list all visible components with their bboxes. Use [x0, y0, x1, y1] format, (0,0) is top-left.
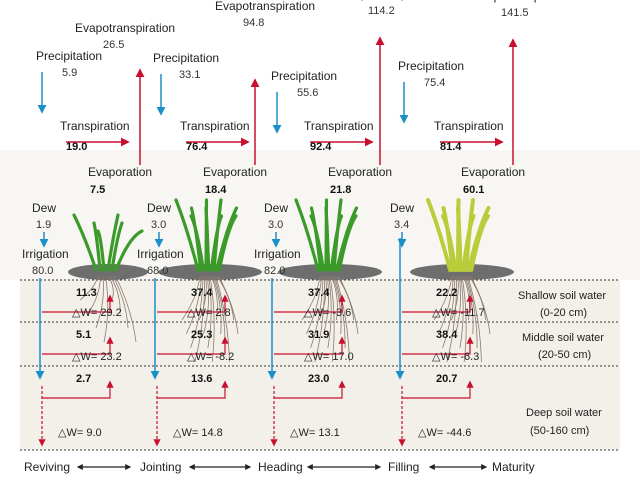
transpiration-value: 19.0: [66, 141, 87, 153]
precipitation-value: 55.6: [297, 87, 318, 99]
dew-label: Dew: [147, 201, 171, 215]
transpiration-label: Transpiration: [180, 119, 250, 133]
dew-value: 3.0: [268, 219, 283, 231]
transpiration-value: 76.4: [186, 141, 208, 153]
storage-change-value: △W= 17.0: [304, 351, 354, 363]
layer-flux-value: 31.9: [308, 329, 329, 341]
storage-change-value: △W= 9.0: [58, 427, 102, 439]
middle-layer-label: Middle soil water: [522, 332, 604, 344]
deep-layer-range: (50-160 cm): [530, 425, 589, 437]
irrigation-value: 82.0: [264, 265, 285, 277]
irrigation-value: 68.0: [147, 265, 168, 277]
deep-layer-label: Deep soil water: [526, 407, 602, 419]
evapotranspiration-label: Evapotranspiration: [75, 21, 175, 35]
dew-label: Dew: [390, 201, 414, 215]
shallow-layer-range: (0-20 cm): [540, 307, 587, 319]
evaporation-label: Evaporation: [203, 165, 267, 179]
stage-reviving: Reviving: [24, 460, 70, 474]
layer-flux-value: 37.4: [308, 287, 330, 299]
evapotranspiration-label: Evapotranspiration: [215, 0, 315, 13]
layer-flux-value: 13.6: [191, 373, 212, 385]
layer-flux-value: 5.1: [76, 329, 91, 341]
stage-jointing: Jointing: [140, 460, 181, 474]
evapotranspiration-value: 94.8: [243, 17, 264, 29]
flows-group: Evapotranspiration26.5Precipitation5.9Tr…: [22, 0, 573, 447]
layer-flux-value: 22.2: [436, 287, 457, 299]
layer-flux-value: 38.4: [436, 329, 458, 341]
evaporation-label: Evaporation: [461, 165, 525, 179]
dew-value: 1.9: [36, 219, 51, 231]
stage-heading: Heading: [258, 460, 303, 474]
irrigation-label: Irrigation: [137, 247, 184, 261]
evapotranspiration-value: 141.5: [501, 7, 529, 19]
layer-flux-value: 2.7: [76, 373, 91, 385]
precipitation-label: Precipitation: [271, 69, 337, 83]
evaporation-value: 21.8: [330, 184, 351, 196]
layer-flux-value: 37.4: [191, 287, 213, 299]
irrigation-label: Irrigation: [22, 247, 69, 261]
transpiration-label: Transpiration: [304, 119, 374, 133]
evapotranspiration-value: 114.2: [368, 5, 395, 17]
precipitation-label: Precipitation: [153, 51, 219, 65]
stage-maturity: Maturity: [492, 460, 535, 474]
evaporation-label: Evaporation: [88, 165, 152, 179]
layer-flux-value: 23.0: [308, 373, 329, 385]
dew-value: 3.4: [394, 219, 409, 231]
storage-change-value: △W= -44.6: [418, 427, 471, 439]
storage-change-value: △W= -11.7: [432, 307, 485, 319]
storage-change-value: △W= -8.2: [187, 351, 234, 363]
storage-change-value: △W= -3.6: [304, 307, 351, 319]
evaporation-value: 7.5: [90, 184, 105, 196]
precipitation-value: 5.9: [62, 67, 77, 79]
stage-filling: Filling: [388, 460, 419, 474]
transpiration-value: 92.4: [310, 141, 332, 153]
evapotranspiration-label: Evapotranspiration: [473, 0, 573, 3]
layer-flux-value: 11.3: [76, 287, 97, 299]
dew-value: 3.0: [151, 219, 166, 231]
irrigation-value: 80.0: [32, 265, 53, 277]
plant: [68, 213, 148, 343]
precipitation-value: 75.4: [424, 77, 445, 89]
period-3: Evapotranspiration 114.2 Precipitation 55.6…: [254, 0, 440, 447]
stage-timeline: Reviving Jointing Heading Filling Maturi…: [24, 460, 535, 474]
plant: [278, 198, 382, 363]
layer-flux-value: 25.3: [191, 329, 212, 341]
shallow-layer-label: Shallow soil water: [518, 290, 606, 302]
middle-layer-range: (20-50 cm): [538, 349, 591, 361]
precipitation-label: Precipitation: [36, 49, 102, 63]
precipitation-label: Precipitation: [398, 59, 464, 73]
period-2: Evapotranspiration 94.8 Precipitation 33.1 T…: [137, 0, 315, 447]
transpiration-value: 81.4: [440, 141, 462, 153]
evapotranspiration-value: 26.5: [103, 39, 124, 51]
layer-flux-value: 20.7: [436, 373, 457, 385]
evapotranspiration-label: Evapotranspiration: [340, 0, 440, 1]
evaporation-value: 60.1: [463, 184, 484, 196]
precipitation-value: 33.1: [179, 69, 200, 81]
transpiration-label: Transpiration: [434, 119, 504, 133]
storage-change-value: △W= 23.2: [72, 351, 122, 363]
storage-change-value: △W= -6.3: [432, 351, 479, 363]
transpiration-label: Transpiration: [60, 119, 130, 133]
storage-change-value: △W= 29.2: [72, 307, 122, 319]
evaporation-value: 18.4: [205, 184, 227, 196]
storage-change-value: △W= 13.1: [290, 427, 340, 439]
evaporation-label: Evaporation: [328, 165, 392, 179]
dew-label: Dew: [32, 201, 56, 215]
irrigation-label: Irrigation: [254, 247, 301, 261]
dew-label: Dew: [264, 201, 288, 215]
period-4: Evapotranspiration 141.5 Precipitation 75.4…: [390, 0, 573, 447]
plant: [410, 198, 514, 363]
storage-change-value: △W= 2.8: [187, 307, 231, 319]
storage-change-value: △W= 14.8: [173, 427, 223, 439]
plants-group: [68, 198, 514, 363]
